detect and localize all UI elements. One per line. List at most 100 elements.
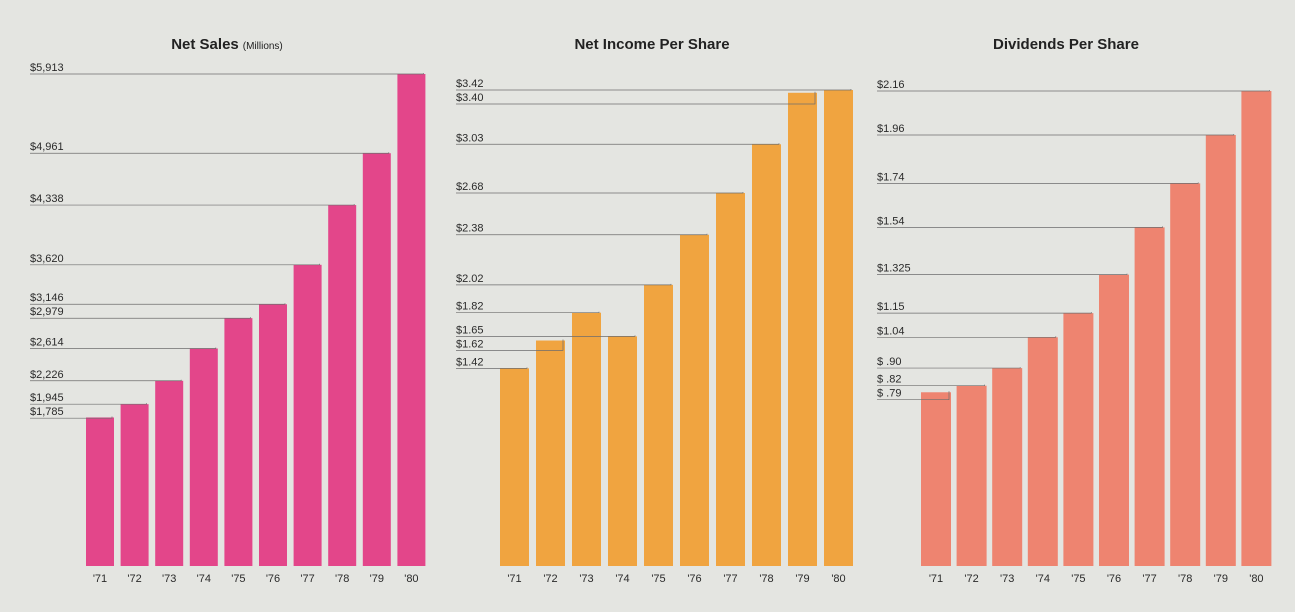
bar: [536, 340, 565, 566]
leader-line: [456, 283, 672, 286]
bar: [293, 264, 322, 566]
bar: [224, 318, 253, 566]
bar: [86, 417, 114, 566]
leader-line: [877, 90, 1270, 92]
chart-1: Net Income Per Share $1.42 '71 $1.62 '72 $1.8…: [456, 36, 853, 585]
x-tick-label: '71: [507, 573, 521, 585]
bar: [155, 380, 184, 566]
chart-title: Dividends Per Share: [993, 36, 1139, 53]
x-tick-label: '75: [1071, 573, 1085, 585]
value-label: $3,146: [30, 292, 64, 304]
leader-line: [30, 379, 182, 382]
x-tick-label: '75: [651, 573, 665, 585]
leader-line: [456, 233, 708, 236]
value-label: $1.96: [877, 123, 905, 135]
value-label: $4,338: [30, 193, 64, 205]
x-tick-label: '80: [831, 573, 845, 585]
leader-line: [456, 89, 852, 91]
bar: [120, 404, 149, 566]
x-tick-label: '74: [197, 573, 211, 585]
chart-title: Net Income Per Share: [574, 36, 729, 53]
bar: [824, 90, 853, 566]
x-tick-label: '71: [93, 573, 107, 585]
leader-line: [877, 226, 1163, 228]
value-label: $1.62: [456, 338, 484, 350]
x-tick-label: '72: [127, 573, 141, 585]
x-tick-label: '76: [687, 573, 701, 585]
chart-title-main: Net Income Per Share: [574, 36, 729, 53]
leader-line: [877, 312, 1092, 314]
bar: [752, 144, 781, 566]
value-label: $1,785: [30, 406, 64, 418]
value-label: $3,620: [30, 253, 64, 265]
x-tick-label: '79: [1214, 573, 1228, 585]
chart-2: Dividends Per Share $ .79 '71 $ .82 '72 $ .90…: [877, 36, 1272, 585]
value-label: $2.68: [456, 181, 484, 193]
chart-title-main: Dividends Per Share: [993, 36, 1139, 53]
x-tick-label: '77: [1142, 573, 1156, 585]
bar: [1241, 91, 1272, 566]
bar: [1063, 313, 1094, 566]
value-label: $1.82: [456, 301, 484, 313]
value-label: $5,913: [30, 62, 64, 74]
x-tick-label: '78: [1178, 573, 1192, 585]
x-tick-label: '71: [929, 573, 943, 585]
leader-line: [456, 311, 600, 314]
value-label: $3.40: [456, 92, 484, 104]
chart-0: Net Sales (Millions) $1,785 '71 $1,945 '72 $2,…: [30, 36, 426, 585]
value-label: $2,226: [30, 369, 64, 381]
bar: [1027, 337, 1058, 566]
x-tick-label: '78: [335, 573, 349, 585]
value-label: $2.02: [456, 273, 484, 285]
leader-line: [456, 339, 564, 351]
x-tick-label: '73: [1000, 573, 1014, 585]
leader-line: [877, 367, 1021, 369]
value-label: $2.16: [877, 79, 905, 91]
bar: [956, 385, 987, 566]
value-label: $1,945: [30, 392, 64, 404]
bar: [500, 368, 529, 566]
value-label: $ .79: [877, 388, 901, 400]
value-label: $1.54: [877, 215, 905, 227]
bar: [1099, 274, 1129, 566]
leader-line: [30, 303, 286, 305]
leader-line: [456, 91, 816, 105]
bar: [572, 312, 601, 566]
bar: [608, 336, 637, 566]
x-tick-label: '73: [579, 573, 593, 585]
chart-subtitle: (Millions): [243, 41, 283, 52]
x-tick-label: '72: [543, 573, 557, 585]
bar: [788, 92, 817, 566]
chart-title: Net Sales (Millions): [171, 36, 283, 53]
value-label: $3.42: [456, 78, 484, 90]
x-tick-label: '74: [1036, 573, 1050, 585]
leader-line: [30, 403, 147, 405]
x-tick-label: '77: [723, 573, 737, 585]
leader-line: [877, 391, 950, 401]
value-label: $4,961: [30, 141, 64, 153]
x-tick-label: '76: [1107, 573, 1121, 585]
x-tick-label: '79: [795, 573, 809, 585]
value-label: $3.03: [456, 132, 484, 144]
bar: [397, 74, 426, 566]
leader-line: [877, 336, 1057, 338]
value-label: $1.42: [456, 356, 484, 368]
value-label: $1.04: [877, 325, 905, 337]
bar: [259, 304, 287, 566]
bar: [644, 284, 673, 566]
value-label: $ .90: [877, 356, 901, 368]
leader-line: [30, 347, 217, 349]
x-tick-label: '73: [162, 573, 176, 585]
x-tick-label: '72: [964, 573, 978, 585]
value-label: $2.38: [456, 223, 484, 235]
value-label: $1.65: [456, 324, 484, 336]
leader-line: [30, 317, 251, 319]
leader-line: [877, 133, 1235, 136]
x-tick-label: '77: [300, 573, 314, 585]
bar: [189, 348, 218, 566]
value-label: $1.325: [877, 263, 911, 275]
bar: [1205, 134, 1236, 566]
leader-line: [30, 73, 424, 75]
value-label: $2,614: [30, 336, 64, 348]
